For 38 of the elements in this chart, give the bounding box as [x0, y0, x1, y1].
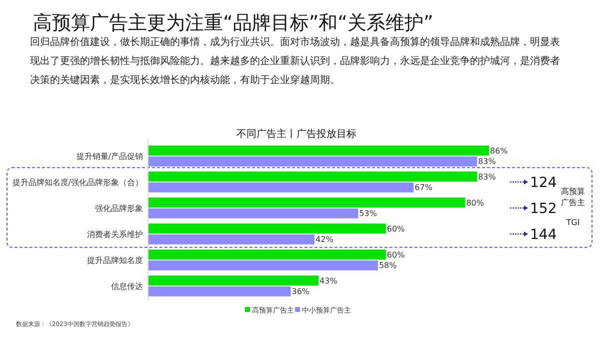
y-tick-label: 信息传达	[111, 282, 143, 291]
data-label: 58%	[378, 261, 398, 270]
data-label: 36%	[292, 287, 310, 296]
data-label: 43%	[320, 276, 338, 286]
data-label: 60%	[386, 224, 406, 234]
bar	[148, 156, 478, 166]
y-tick-label: 提升销量/产品促销	[76, 152, 143, 161]
bar	[148, 286, 291, 296]
bar	[148, 260, 378, 270]
data-label: 42%	[316, 235, 334, 244]
data-label: 86%	[490, 146, 508, 156]
y-tick-label: 消费者关系维护	[87, 230, 143, 239]
y-tick-label: 强化品牌形象	[95, 204, 143, 213]
data-label: 53%	[359, 209, 378, 218]
bar	[148, 276, 318, 286]
chart-title: 不同广告主丨广告投放目标	[236, 128, 356, 140]
text: 144	[530, 226, 557, 243]
y-tick-label: 提升品牌知名度	[87, 256, 143, 265]
text: 124	[530, 174, 557, 191]
bar	[148, 208, 358, 218]
data-label: 83%	[478, 172, 496, 182]
bar	[148, 146, 489, 156]
bar	[148, 234, 315, 244]
data-label: 60%	[386, 250, 406, 260]
data-label: 80%	[466, 198, 484, 208]
y-tick-label: 提升品牌知名度/强化品牌形象（合）	[12, 178, 143, 187]
bar	[148, 224, 386, 234]
data-label: 67%	[414, 183, 433, 192]
text: TGI	[565, 218, 580, 227]
text: 高预算广告主	[561, 187, 585, 207]
chart-subtitle: 高预算广告主更为注重“品牌目标”和“关系维护”	[33, 12, 434, 34]
bar	[148, 172, 478, 182]
bar	[148, 182, 414, 192]
text: 回归品牌价值建设，做长期正确的事情，成为行业共识。面对市场波动，越是具备高预算的领导品牌和成熟品牌，明显表现出了更强的增长韧性与抵御风险能力。越来越多的企业重新认识到，品牌影响力，永远是企业竞争的护城河，是消费者决策的关键因素，是实现长效增长的内核动能，有助于企业穿越周期。	[30, 36, 560, 88]
text: 152	[530, 200, 557, 217]
bar	[148, 198, 466, 208]
bar	[148, 250, 386, 260]
data-label: 83%	[478, 157, 496, 166]
